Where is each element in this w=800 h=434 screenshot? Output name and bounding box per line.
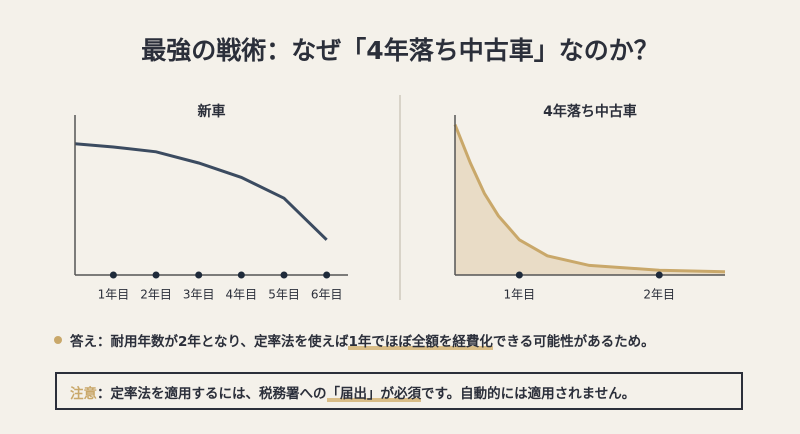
chart-title: 4年落ち中古車 <box>543 103 637 120</box>
tick-dot <box>655 271 663 279</box>
chart-title: 新車 <box>198 103 226 120</box>
tick-dot <box>323 271 331 279</box>
note: 注意：定率法を適用するには、税務署への「届出」が必須です。自動的には適用されませ… <box>70 382 635 402</box>
answer-text: できる可能性があるため。 <box>492 334 655 350</box>
bullet <box>54 336 62 344</box>
page-title: 最強の戦術：なぜ「4年落ち中古車」なのか？ <box>141 36 658 65</box>
answer-highlight: 1年でほぼ全額を経費化 <box>348 334 493 350</box>
tick-dot <box>515 271 523 279</box>
note-highlight: 「届出」が必須 <box>326 386 421 402</box>
note-box <box>55 372 743 410</box>
area <box>455 124 725 275</box>
x-tick-label: 1年目 <box>98 288 130 302</box>
line <box>453 124 726 274</box>
tick-dot <box>109 271 117 279</box>
tick-dot <box>280 271 288 279</box>
answer-text: 答え：耐用年数が2年となり、定率法を使えば <box>70 334 349 350</box>
x-tick-label: 2年目 <box>643 288 675 302</box>
tick-dot <box>152 271 160 279</box>
note-text: ：定率法を適用するには、税務署への <box>97 386 327 402</box>
x-tick-label: 1年目 <box>504 288 536 302</box>
tick-dot <box>195 271 203 279</box>
x-tick-label: 5年目 <box>268 288 300 302</box>
x-tick-label: 3年目 <box>183 288 215 302</box>
x-tick-label: 4年目 <box>226 288 258 302</box>
note-text: です。自動的には適用されません。 <box>421 386 636 402</box>
line <box>74 142 328 241</box>
x-tick-label: 2年目 <box>140 288 172 302</box>
note-label: 注意 <box>70 386 97 402</box>
x-tick-label: 6年目 <box>311 288 343 302</box>
answer: 答え：耐用年数が2年となり、定率法を使えば1年でほぼ全額を経費化できる可能性があ… <box>70 330 655 350</box>
tick-dot <box>237 271 245 279</box>
